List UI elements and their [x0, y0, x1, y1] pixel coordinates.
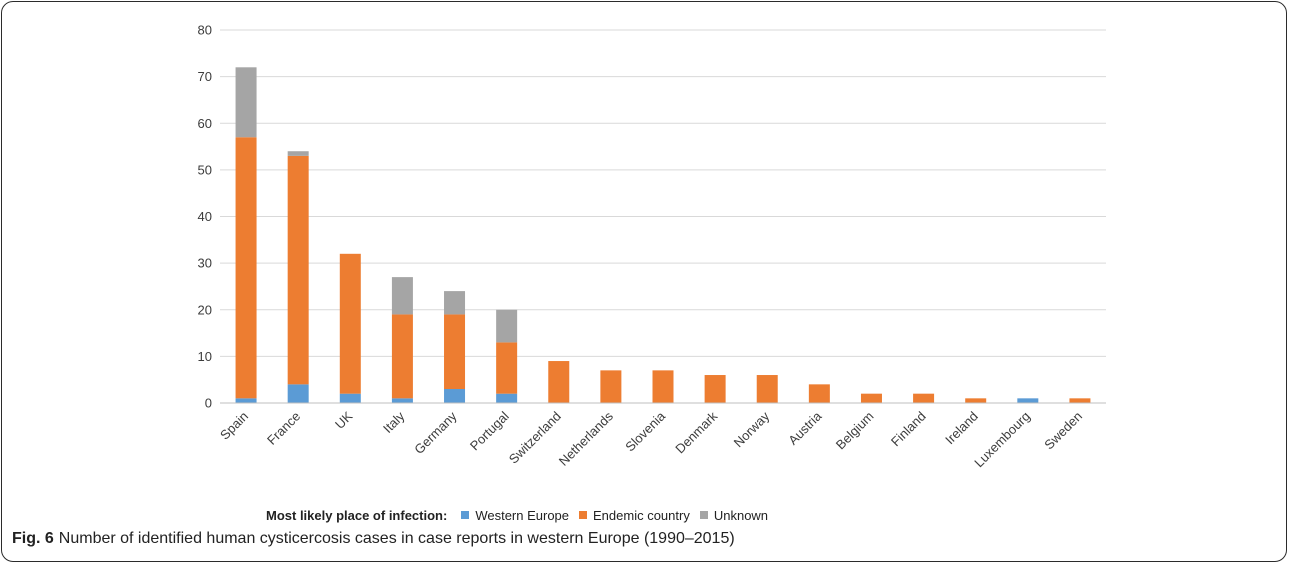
x-tick-label-germany: Germany	[411, 408, 460, 457]
x-tick-label-slovenia: Slovenia	[622, 408, 668, 454]
bar-portugal-western-europe	[496, 393, 518, 403]
bar-spain-endemic-country	[235, 137, 257, 399]
bar-denmark-endemic-country	[704, 375, 726, 403]
bar-netherlands-endemic-country	[600, 370, 622, 403]
gridlines	[220, 29, 1106, 357]
legend: Most likely place of infection: Western …	[266, 506, 778, 524]
bar-finland-endemic-country	[913, 393, 935, 403]
x-tick-label-italy: Italy	[380, 408, 408, 436]
bar-austria-endemic-country	[808, 384, 830, 403]
bar-france-western-europe	[287, 384, 309, 403]
legend-swatch	[461, 511, 470, 519]
y-tick-label-70: 70	[198, 69, 212, 84]
y-tick-label-40: 40	[198, 209, 212, 224]
legend-swatch	[699, 511, 708, 519]
bar-italy-endemic-country	[391, 314, 413, 399]
legend-label: Unknown	[713, 507, 769, 523]
x-tick-label-uk: UK	[332, 408, 356, 432]
x-tick-label-finland: Finland	[888, 409, 929, 450]
y-axis-ticks: 0 10 20 30 40 50 60 70 80	[198, 23, 212, 411]
bar-italy-unknown	[391, 277, 413, 315]
x-tick-label-sweden: Sweden	[1041, 409, 1085, 453]
bar-germany-western-europe	[444, 389, 466, 403]
x-tick-label-belgium: Belgium	[833, 409, 877, 453]
bar-slovenia-endemic-country	[652, 370, 674, 403]
x-tick-label-luxembourg: Luxembourg	[971, 409, 1033, 471]
figure-caption: Fig. 6 Number of identified human cystice…	[12, 530, 735, 548]
legend-items: Western Europe Endemic country Unknown	[461, 508, 778, 523]
y-tick-label-50: 50	[198, 162, 212, 177]
bar-spain-unknown	[235, 67, 257, 138]
bars	[235, 67, 1091, 403]
y-tick-label-0: 0	[205, 396, 212, 411]
y-tick-label-20: 20	[198, 302, 212, 317]
bar-france-endemic-country	[287, 155, 309, 385]
x-tick-label-netherlands: Netherlands	[556, 408, 617, 469]
x-axis-labels: Spain France UK Italy Germany PortugalSwitzer…	[217, 408, 1085, 470]
bar-spain-western-europe	[235, 398, 257, 403]
x-tick-label-france: France	[264, 409, 303, 448]
bar-norway-endemic-country	[756, 375, 778, 403]
caption-text: Number of identified human cysticercosis…	[58, 530, 735, 547]
bar-luxembourg-western-europe	[1017, 398, 1039, 403]
bar-germany-unknown	[444, 291, 466, 315]
bar-france-unknown	[287, 151, 309, 156]
legend-item-unknown: Unknown	[699, 507, 769, 523]
legend-item-western-europe: Western Europe	[461, 508, 569, 523]
y-tick-label-60: 60	[198, 116, 212, 131]
bar-sweden-endemic-country	[1069, 398, 1091, 403]
bar-germany-endemic-country	[444, 314, 466, 390]
x-tick-label-denmark: Denmark	[672, 408, 720, 456]
x-tick-label-ireland: Ireland	[942, 409, 981, 448]
bar-switzerland-endemic-country	[548, 361, 570, 403]
x-tick-label-portugal: Portugal	[467, 408, 512, 453]
bar-portugal-unknown	[496, 309, 518, 343]
legend-label: Western Europe	[475, 507, 570, 523]
x-tick-label-spain: Spain	[217, 409, 251, 443]
bar-ireland-endemic-country	[965, 398, 987, 403]
bar-uk-western-europe	[339, 393, 361, 403]
y-tick-label-10: 10	[198, 349, 212, 364]
y-tick-label-30: 30	[198, 256, 212, 271]
bar-belgium-endemic-country	[860, 393, 882, 403]
y-tick-label-80: 80	[198, 23, 212, 38]
x-tick-label-norway: Norway	[731, 408, 773, 450]
bar-italy-western-europe	[391, 398, 413, 403]
legend-label: Endemic country	[593, 507, 690, 523]
bar-uk-endemic-country	[339, 253, 361, 394]
bar-portugal-endemic-country	[496, 342, 518, 394]
legend-swatch	[579, 511, 588, 519]
caption-label: Fig. 6	[12, 530, 54, 547]
legend-title: Most likely place of infection:	[266, 507, 448, 523]
stacked-bar-chart: 0 10 20 30 40 50 60 70 80 Spain France UK Italy Germ…	[198, 23, 1106, 470]
x-tick-label-austria: Austria	[785, 408, 825, 448]
legend-item-endemic-country: Endemic country	[579, 508, 690, 523]
